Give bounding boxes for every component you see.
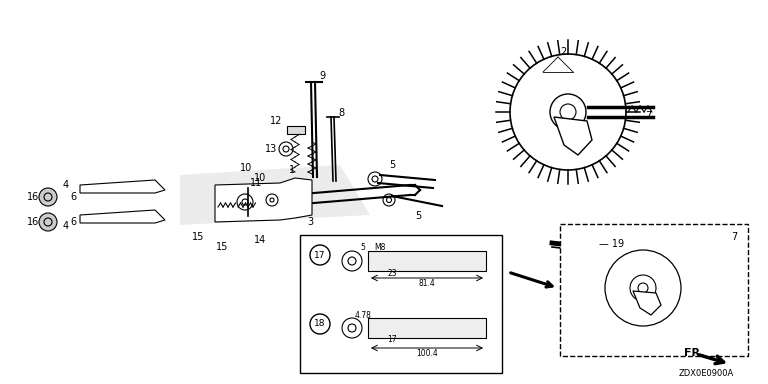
Text: 13: 13	[265, 144, 277, 154]
Bar	[287, 126, 305, 134]
Text: M8: M8	[374, 243, 386, 252]
Text: 11: 11	[250, 178, 262, 188]
Text: 6: 6	[70, 192, 76, 202]
Bar	[300, 235, 502, 373]
Text: 4: 4	[63, 180, 69, 190]
Polygon shape	[215, 178, 312, 222]
Circle shape	[39, 213, 57, 231]
Text: 7: 7	[645, 111, 651, 121]
Text: 5: 5	[389, 160, 395, 170]
Polygon shape	[80, 210, 165, 223]
Text: 4.78: 4.78	[355, 311, 372, 319]
Text: 7: 7	[731, 232, 737, 242]
Text: 23: 23	[387, 268, 397, 278]
Bar	[368, 251, 486, 271]
Bar	[560, 224, 748, 356]
Polygon shape	[554, 117, 592, 155]
Text: 16: 16	[27, 192, 39, 202]
Text: 15: 15	[192, 232, 204, 242]
Text: 8: 8	[338, 108, 344, 118]
Text: 1: 1	[289, 165, 295, 175]
Text: FR.: FR.	[684, 348, 704, 358]
Text: 3: 3	[307, 217, 313, 227]
Text: 6: 6	[70, 217, 76, 227]
Polygon shape	[633, 291, 661, 315]
Text: 16: 16	[27, 217, 39, 227]
Text: 14: 14	[254, 235, 266, 245]
Text: — 19: — 19	[600, 239, 624, 249]
Text: 9: 9	[319, 71, 325, 81]
Text: 4: 4	[63, 221, 69, 231]
Text: 15: 15	[216, 242, 228, 252]
Polygon shape	[80, 180, 165, 193]
Text: ZDX0E0900A: ZDX0E0900A	[678, 369, 733, 377]
Polygon shape	[180, 165, 370, 225]
Text: 12: 12	[270, 116, 282, 126]
Bar	[368, 318, 486, 338]
Text: 5: 5	[415, 211, 421, 221]
Text: 10: 10	[254, 173, 266, 183]
Circle shape	[39, 188, 57, 206]
Text: 100.4: 100.4	[416, 349, 438, 359]
Text: 18: 18	[314, 319, 326, 328]
Text: 17: 17	[314, 250, 326, 260]
Text: 17: 17	[387, 336, 397, 344]
Text: 10: 10	[240, 163, 252, 173]
Text: 5: 5	[360, 243, 366, 253]
Text: 2: 2	[560, 47, 566, 57]
Text: 81.4: 81.4	[419, 280, 435, 288]
